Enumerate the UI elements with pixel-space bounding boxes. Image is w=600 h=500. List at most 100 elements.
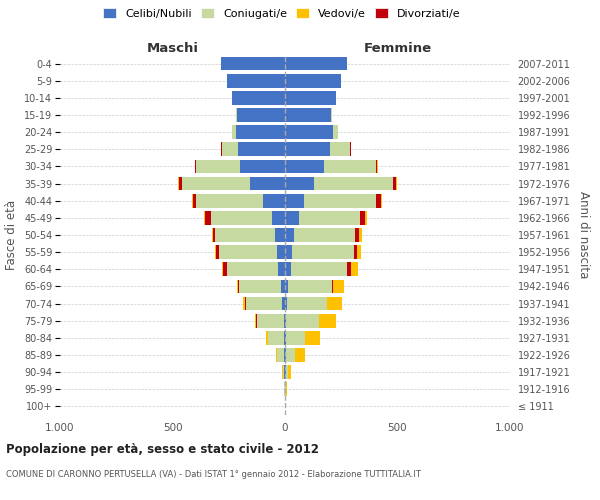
Bar: [244, 296, 245, 310]
Bar: [314, 176, 393, 190]
Bar: [285, 331, 286, 344]
Bar: [218, 246, 277, 259]
Bar: [222, 262, 223, 276]
Bar: [286, 348, 295, 362]
Bar: [221, 56, 285, 70]
Legend: Celibi/Nubili, Coniugati/e, Vedovi/e, Divorziati/e: Celibi/Nubili, Coniugati/e, Vedovi/e, Di…: [103, 8, 461, 19]
Bar: [276, 348, 277, 362]
Bar: [238, 280, 239, 293]
Bar: [271, 211, 285, 224]
Bar: [332, 280, 333, 293]
Bar: [232, 126, 235, 139]
Bar: [227, 262, 278, 276]
Bar: [285, 211, 299, 224]
Bar: [281, 296, 285, 310]
Bar: [196, 194, 263, 207]
Bar: [240, 160, 285, 173]
Bar: [216, 246, 218, 259]
Bar: [286, 366, 288, 379]
Bar: [215, 246, 216, 259]
Y-axis label: Anni di nascita: Anni di nascita: [577, 192, 590, 278]
Bar: [285, 74, 341, 88]
Bar: [182, 176, 250, 190]
Bar: [193, 194, 196, 207]
Bar: [288, 366, 292, 379]
Bar: [263, 194, 285, 207]
Bar: [305, 331, 320, 344]
Bar: [285, 262, 290, 276]
Bar: [285, 314, 286, 328]
Bar: [289, 280, 332, 293]
Bar: [237, 280, 238, 293]
Bar: [215, 228, 275, 242]
Bar: [286, 314, 319, 328]
Bar: [211, 211, 271, 224]
Bar: [236, 108, 285, 122]
Bar: [284, 314, 285, 328]
Bar: [285, 296, 287, 310]
Bar: [299, 211, 361, 224]
Bar: [227, 74, 285, 88]
Bar: [347, 262, 351, 276]
Bar: [285, 108, 331, 122]
Bar: [304, 194, 376, 207]
Bar: [205, 211, 211, 224]
Bar: [285, 126, 334, 139]
Bar: [285, 91, 335, 104]
Bar: [319, 314, 336, 328]
Bar: [238, 142, 285, 156]
Bar: [380, 194, 382, 207]
Bar: [295, 348, 305, 362]
Bar: [376, 160, 377, 173]
Bar: [179, 176, 182, 190]
Bar: [235, 126, 285, 139]
Bar: [283, 366, 284, 379]
Bar: [353, 246, 357, 259]
Text: Femmine: Femmine: [364, 42, 431, 55]
Bar: [250, 176, 285, 190]
Bar: [285, 194, 304, 207]
Bar: [245, 296, 281, 310]
Bar: [281, 280, 285, 293]
Bar: [351, 262, 358, 276]
Bar: [277, 348, 284, 362]
Bar: [361, 211, 365, 224]
Bar: [195, 160, 196, 173]
Bar: [327, 296, 342, 310]
Bar: [285, 348, 286, 362]
Bar: [393, 176, 397, 190]
Bar: [285, 366, 286, 379]
Bar: [285, 176, 314, 190]
Text: Popolazione per età, sesso e stato civile - 2012: Popolazione per età, sesso e stato civil…: [6, 442, 319, 456]
Bar: [196, 160, 240, 173]
Bar: [285, 56, 347, 70]
Bar: [223, 262, 227, 276]
Bar: [277, 246, 285, 259]
Bar: [278, 262, 285, 276]
Bar: [359, 228, 361, 242]
Bar: [285, 280, 289, 293]
Bar: [290, 262, 347, 276]
Bar: [221, 142, 222, 156]
Bar: [286, 382, 287, 396]
Bar: [285, 228, 294, 242]
Bar: [285, 160, 325, 173]
Bar: [257, 314, 284, 328]
Bar: [350, 142, 351, 156]
Bar: [365, 211, 367, 224]
Bar: [239, 280, 281, 293]
Text: COMUNE DI CARONNO PERTUSELLA (VA) - Dati ISTAT 1° gennaio 2012 - Elaborazione TU: COMUNE DI CARONNO PERTUSELLA (VA) - Dati…: [6, 470, 421, 479]
Bar: [294, 228, 355, 242]
Bar: [377, 160, 378, 173]
Bar: [284, 366, 285, 379]
Bar: [286, 331, 305, 344]
Bar: [357, 246, 361, 259]
Bar: [266, 331, 268, 344]
Text: Maschi: Maschi: [146, 42, 199, 55]
Bar: [232, 91, 285, 104]
Bar: [355, 228, 359, 242]
Bar: [333, 280, 344, 293]
Bar: [212, 228, 215, 242]
Bar: [268, 331, 284, 344]
Bar: [285, 246, 292, 259]
